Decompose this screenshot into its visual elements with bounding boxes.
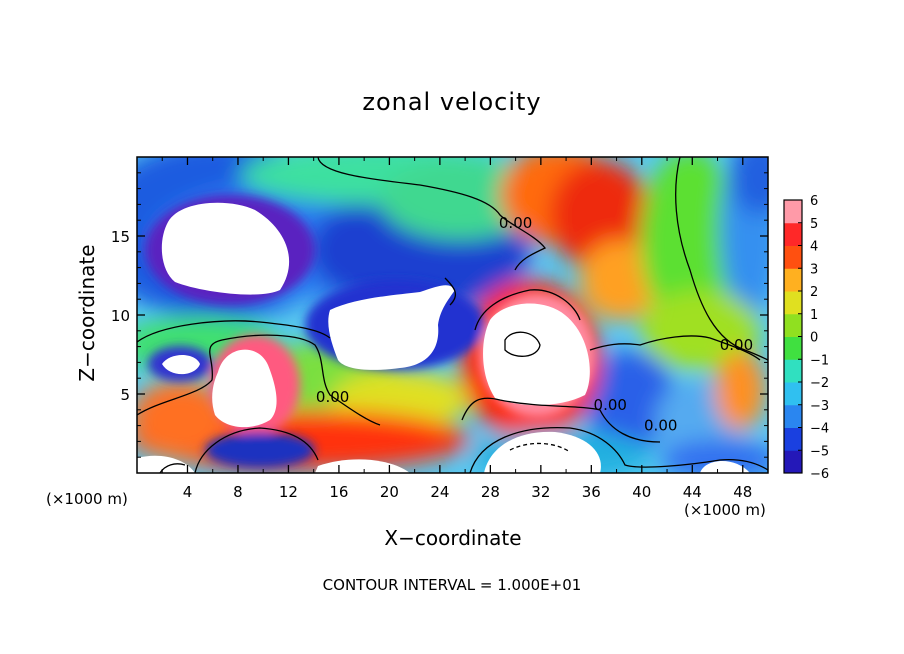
colorbar-tick-label: 6 (810, 194, 818, 209)
contour-label: 0.00 (594, 396, 627, 414)
heatmap-field: 0.00 0.00 0.00 0.00 0.00 (137, 157, 768, 473)
x-tick-label: 12 (279, 483, 298, 501)
colorbar-tick-label: 1 (810, 308, 818, 323)
x-tick-label: 48 (733, 483, 752, 501)
colorbar-swatch (784, 370, 802, 383)
contour-label: 0.00 (720, 336, 753, 354)
x-tick-label: 24 (430, 483, 449, 501)
y-tick-label: 10 (111, 307, 130, 325)
colorbar-swatch (784, 222, 802, 235)
x-axis-label: X−coordinate (384, 526, 522, 550)
x-tick-label: 40 (632, 483, 651, 501)
colorbar-tick-label: 0 (810, 331, 818, 346)
contour-label: 0.00 (499, 214, 532, 232)
colorbar-swatch (784, 416, 802, 428)
colorbar-swatch (784, 382, 802, 394)
x-tick-label: 44 (683, 483, 702, 501)
colorbar-tick-label: −2 (810, 376, 829, 391)
x-tick-label: 16 (329, 483, 348, 501)
masked-regions (137, 202, 750, 473)
x-unit-right: (×1000 m) (684, 501, 766, 519)
colorbar-swatch (784, 427, 802, 440)
y-tick-label: 15 (111, 228, 130, 246)
colorbar-swatch (784, 256, 802, 269)
colorbar-swatch (784, 359, 802, 372)
colorbar-tick-label: −5 (810, 444, 829, 459)
colorbar-swatch (784, 291, 802, 303)
contour-lines (137, 157, 768, 473)
colorbar-tick-label: 5 (810, 217, 818, 232)
colorbar-swatch (784, 336, 802, 349)
x-tick-label: 4 (183, 483, 193, 501)
colorbar-tick-label: −4 (810, 422, 829, 437)
y-axis-ticks: 5 10 15 (111, 172, 768, 458)
colorbar-tick-label: −6 (810, 467, 829, 482)
colorbar-swatch (784, 461, 802, 474)
colorbar-swatch (784, 268, 802, 281)
colorbar-swatch (784, 438, 802, 451)
colorbar: 6 5 4 3 2 1 0 −1 −2 −3 −4 −5 −6 (783, 194, 829, 482)
colorbar-swatch (784, 393, 802, 406)
colorbar-tick-label: 3 (810, 262, 818, 277)
x-unit-left: (×1000 m) (46, 490, 128, 508)
contour-label: 0.00 (316, 388, 349, 406)
colorbar-swatch (784, 325, 802, 337)
colorbar-swatch (784, 313, 802, 326)
colorbar-tick-label: 4 (810, 240, 818, 255)
x-axis-ticks: 4 8 12 16 20 24 28 32 36 40 44 48 (161, 157, 752, 501)
colorbar-swatch (784, 245, 802, 258)
x-tick-label: 32 (531, 483, 550, 501)
contour-label-layer: 0.00 0.00 0.00 0.00 0.00 (316, 214, 753, 434)
colorbar-swatch (784, 211, 802, 224)
colorbar-swatch (784, 279, 802, 292)
colorbar-swatch (784, 347, 802, 360)
colorbar-tick-label: −1 (810, 353, 829, 368)
chart-title: zonal velocity (362, 88, 542, 116)
y-axis-label: Z−coordinate (75, 244, 99, 382)
contour-label: 0.00 (644, 416, 677, 434)
x-tick-label: 28 (481, 483, 500, 501)
y-tick-label: 5 (120, 386, 130, 404)
x-tick-label: 8 (233, 483, 243, 501)
x-tick-label: 20 (380, 483, 399, 501)
contour-interval-note: CONTOUR INTERVAL = 1.000E+01 (322, 576, 582, 594)
colorbar-tick-label: 2 (810, 285, 818, 300)
colorbar-tick-label: −3 (810, 399, 829, 414)
x-tick-label: 36 (582, 483, 601, 501)
colorbar-swatch (784, 404, 802, 417)
colorbar-swatch (784, 234, 802, 246)
colorbar-swatch (784, 302, 802, 315)
colorbar-swatch (784, 200, 802, 212)
colorbar-swatch (784, 450, 802, 463)
